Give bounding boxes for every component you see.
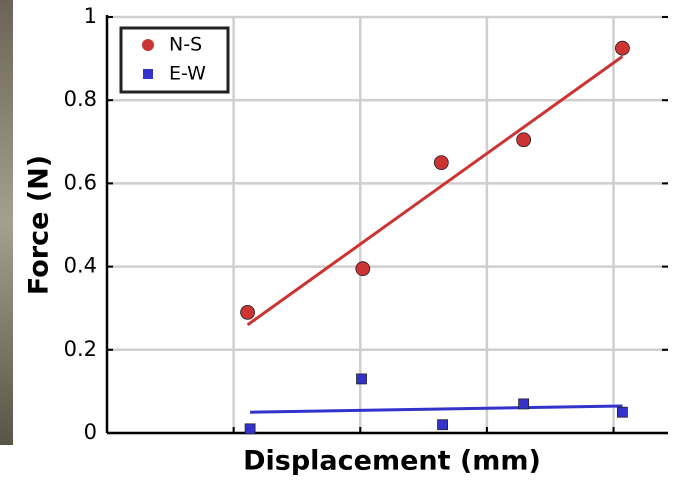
y-axis-label: Force (N) <box>24 155 55 295</box>
data-point <box>245 424 255 434</box>
y-tick-label: 0.4 <box>64 254 97 278</box>
x-axis-label: Displacement (mm) <box>243 446 541 477</box>
chart: 0 0.2 0.4 0.6 0.8 1 Displacement (mm) Force (… <box>0 0 674 482</box>
y-tick-label: 0.8 <box>64 87 97 111</box>
fit-line <box>250 406 622 412</box>
legend-label: E-W <box>169 63 206 85</box>
y-tick-label: 0 <box>84 420 97 444</box>
legend: N-S E-W <box>121 28 228 92</box>
y-tick-label: 0.6 <box>64 170 97 194</box>
photo-strip <box>0 0 13 445</box>
data-point <box>517 133 531 147</box>
fit-line <box>248 57 623 325</box>
y-tick-label: 0.2 <box>64 337 97 361</box>
data-point <box>438 420 448 430</box>
data-point <box>617 407 627 417</box>
legend-marker <box>142 39 154 51</box>
data-point <box>434 156 448 170</box>
legend-marker <box>143 69 153 79</box>
data-point <box>241 305 255 319</box>
data-point <box>357 374 367 384</box>
data-point <box>356 262 370 276</box>
legend-label: N-S <box>169 34 202 56</box>
data-point <box>519 399 529 409</box>
y-tick-label: 1 <box>84 4 97 28</box>
data-point <box>615 41 629 55</box>
